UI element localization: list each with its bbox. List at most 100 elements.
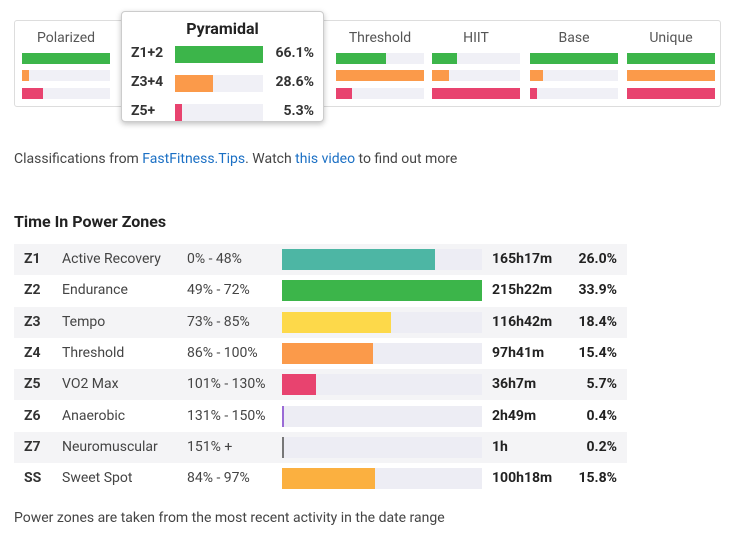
time: 36h7m [492,376,537,393]
zone: Z4 [24,344,41,361]
bar [432,88,520,99]
bar-track [432,53,520,64]
percent: 33.9% [578,282,617,299]
column-title: Polarized [36,30,96,46]
column-title: Unique [649,30,693,46]
bar [627,70,715,81]
value-label: 5.3% [283,103,314,119]
bar-track [530,88,618,99]
bar [336,53,387,64]
bar [336,88,352,99]
zone-name: Neuromuscular [62,438,158,455]
link[interactable]: this video [295,151,356,167]
zone-range: 151% + [187,438,233,455]
percent: 5.7% [586,376,617,393]
bar [282,249,436,270]
percent: 0.4% [586,407,617,424]
bar-track [282,436,482,458]
time: 1h [492,438,508,455]
zone-range: 131% - 150% [187,407,266,424]
bar [282,311,391,333]
percent: 26.0% [578,251,617,267]
time: 2h49m [492,407,537,424]
link[interactable]: FastFitness.Tips [142,151,246,167]
value-label: 66.1% [275,45,314,61]
bar-track [282,405,482,427]
zone: Z2 [24,282,41,299]
zone-name: Endurance [62,282,128,299]
bar [530,53,618,64]
zone-name: Active Recovery [62,251,161,267]
zone: Z7 [24,438,41,455]
time: 97h41m [492,344,545,361]
value-label: 28.6% [275,74,314,90]
bar [282,280,482,302]
bar [627,53,715,64]
zone: Z5 [24,376,41,393]
bar-track [175,104,263,121]
footer: Power zones are taken from the most rece… [14,510,445,526]
zone-name: Anaerobic [62,407,126,424]
bar-track [432,70,520,81]
zone-name: Sweet Spot [62,470,133,487]
text: . Watch [245,151,296,167]
popup [121,11,324,122]
text: Classifications from [14,151,143,167]
bar [22,53,110,64]
bar [432,70,449,81]
column-title: Pyramidal [186,19,259,38]
zone-range: 0% - 48% [187,251,242,267]
bar [22,70,30,81]
zone-label: Z1+2 [131,45,164,61]
text: to find out more [355,151,458,167]
percent: 0.2% [586,438,617,455]
zone: SS [24,470,42,487]
zone-range: 49% - 72% [187,282,250,299]
note: Classifications from FastFitness.Tips. W… [14,151,457,167]
bar [530,88,538,99]
bar [175,75,214,92]
bar-track [282,374,482,396]
time: 100h18m [492,470,553,487]
bar [282,405,285,427]
zone-label: Z5+ [131,103,156,119]
column-title: Base [558,30,590,46]
bar [282,342,373,364]
bar [282,468,376,490]
bar [627,88,715,99]
bar [530,70,544,81]
time: 116h42m [492,313,553,330]
zone-range: 73% - 85% [187,313,250,330]
column-title: HIIT [463,30,489,46]
column-title: Threshold [348,30,412,46]
classification-card [14,20,721,107]
time: 165h17m [492,251,553,267]
percent: 15.8% [578,470,617,487]
bar-track [336,88,424,99]
zone-range: 101% - 130% [187,376,266,393]
zone: Z3 [24,313,41,330]
percent: 18.4% [578,313,617,330]
bar [336,70,424,81]
bar [282,374,316,396]
zone: Z1 [24,251,41,267]
bar [175,104,183,121]
bar-track [530,70,618,81]
bar [432,53,457,64]
bar-track [22,70,110,81]
zone-name: VO2 Max [62,376,119,393]
zone: Z6 [24,407,41,424]
bar [282,436,284,458]
zone-name: Tempo [62,313,106,330]
bar [22,88,44,99]
zone-range: 86% - 100% [187,344,258,361]
bar-track [22,88,110,99]
table-title: Time In Power Zones [14,212,167,231]
zone-label: Z3+4 [131,74,164,90]
zone-range: 84% - 97% [187,470,250,487]
bar [175,46,263,63]
percent: 15.4% [578,344,617,361]
time: 215h22m [492,282,553,299]
zone-name: Threshold [62,344,125,361]
